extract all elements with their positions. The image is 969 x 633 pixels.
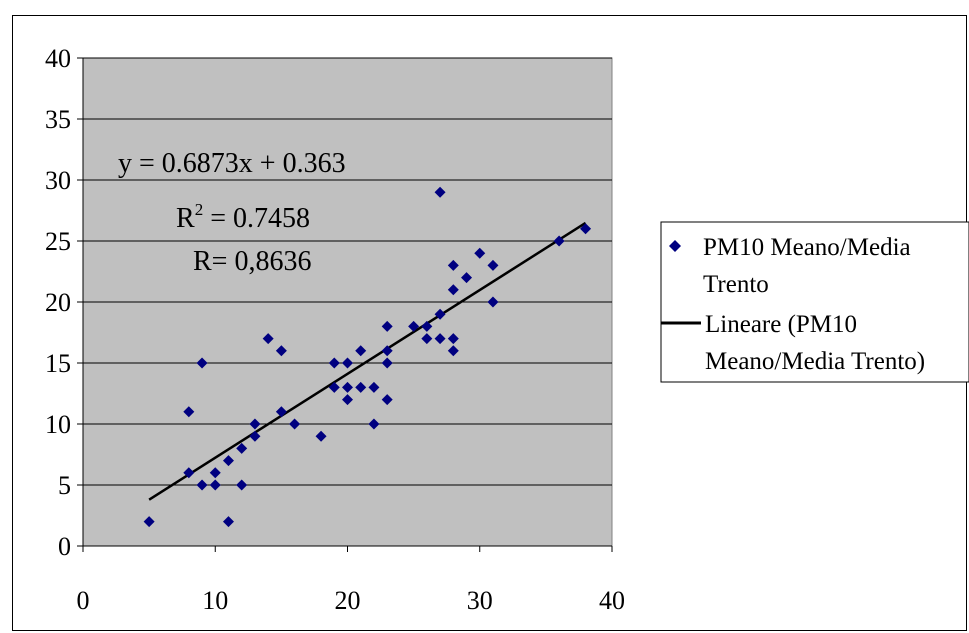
data-point-40	[447, 345, 459, 357]
data-point-43	[487, 259, 499, 271]
r-squared-prefix: R	[176, 203, 195, 234]
y-tick-label-10: 10	[45, 410, 71, 439]
data-point-46	[580, 223, 592, 235]
data-point-20	[342, 357, 353, 369]
data-point-28	[381, 345, 393, 357]
data-point-22	[342, 394, 353, 406]
r-squared-superscript: 2	[195, 200, 204, 219]
y-tick-label-20: 20	[45, 288, 71, 317]
data-point-42	[474, 247, 486, 259]
y-tick-label-0: 0	[58, 532, 71, 561]
legend-trendline-label-line1: Lineare (PM10	[705, 311, 857, 338]
data-point-26	[368, 418, 380, 430]
data-point-16	[289, 418, 301, 430]
y-tick-label-40: 40	[45, 44, 71, 73]
data-point-15	[275, 406, 287, 418]
data-point-30	[381, 394, 393, 406]
legend-box	[660, 221, 969, 383]
data-point-27	[381, 320, 393, 332]
data-point-4	[196, 479, 208, 491]
regression-annotation: y = 0.6873x + 0.363 R2 = 0.7458 R= 0,863…	[118, 148, 346, 277]
data-point-13	[262, 333, 274, 345]
y-tick-label-5: 5	[58, 471, 71, 500]
data-point-2	[183, 467, 195, 479]
x-tick-label-20: 20	[335, 586, 361, 615]
data-point-32	[421, 320, 433, 332]
data-point-18	[328, 357, 340, 369]
data-point-1	[183, 406, 195, 418]
data-point-33	[421, 333, 433, 345]
data-point-31	[408, 320, 420, 332]
data-point-41	[461, 272, 473, 284]
data-point-23	[355, 345, 367, 357]
data-point-25	[368, 381, 380, 393]
x-tick-label-0: 0	[77, 586, 90, 615]
r-squared-label: R2 = 0.7458	[176, 200, 310, 234]
legend: PM10 Meano/Media Trento Lineare (PM10 Me…	[660, 221, 969, 383]
legend-series-label-line1: PM10 Meano/Media	[703, 234, 911, 261]
data-point-34	[434, 186, 446, 198]
data-point-45	[553, 235, 565, 247]
data-point-6	[209, 479, 221, 491]
r-label: R= 0,8636	[193, 246, 311, 277]
trendline-layer	[148, 221, 587, 501]
data-point-0	[143, 516, 155, 528]
data-point-14	[275, 345, 287, 357]
data-point-17	[315, 430, 327, 442]
x-tick-label-10: 10	[202, 586, 228, 615]
data-point-36	[434, 333, 446, 345]
trendline	[148, 221, 587, 501]
x-tick-label-40: 40	[599, 586, 625, 615]
y-tick-label-25: 25	[45, 227, 71, 256]
data-point-11	[249, 418, 261, 430]
axes: 0 5 10 15 20 25 30 35 40 0 10 20 30 40	[45, 44, 625, 615]
data-point-8	[222, 516, 234, 528]
data-point-35	[434, 308, 446, 320]
data-point-44	[487, 296, 499, 308]
data-point-24	[355, 381, 367, 393]
legend-diamond-marker	[669, 240, 681, 252]
data-point-37	[447, 259, 459, 271]
equation-label: y = 0.6873x + 0.363	[118, 148, 346, 179]
data-point-10	[236, 479, 248, 491]
data-point-3	[196, 357, 208, 369]
y-tick-label-15: 15	[45, 349, 71, 378]
data-point-38	[447, 284, 459, 296]
legend-trendline-label-line2: Meano/Media Trento)	[705, 348, 925, 375]
r-squared-value: = 0.7458	[203, 203, 310, 234]
x-tick-label-30: 30	[467, 586, 493, 615]
data-point-7	[222, 455, 234, 467]
data-point-9	[236, 442, 248, 454]
data-point-39	[447, 333, 459, 345]
legend-series-label-line2: Trento	[703, 271, 769, 298]
data-point-5	[209, 467, 221, 479]
data-points	[143, 186, 592, 528]
y-tick-label-35: 35	[45, 105, 71, 134]
data-point-21	[342, 381, 353, 393]
data-point-29	[381, 357, 393, 369]
data-point-19	[328, 381, 340, 393]
y-tick-label-30: 30	[45, 166, 71, 195]
data-point-12	[249, 430, 261, 442]
